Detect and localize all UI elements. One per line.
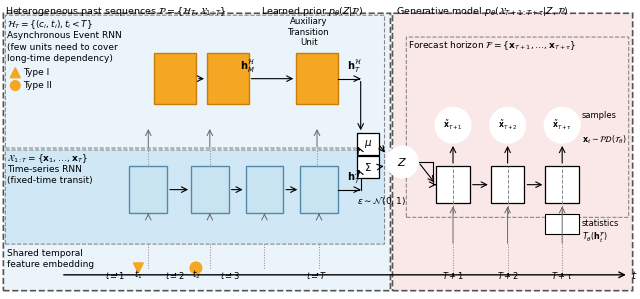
Text: $\mathbf{h}_M^\mathcal{H}$: $\mathbf{h}_M^\mathcal{H}$	[240, 59, 255, 75]
Text: $\mathbf{h}_T^\mathcal{H}$: $\mathbf{h}_T^\mathcal{H}$	[347, 59, 362, 75]
Bar	[436, 166, 470, 204]
Bar	[356, 133, 379, 155]
FancyBboxPatch shape	[3, 13, 390, 291]
Text: $\mathbf{h}_T^\mathcal{X}$: $\mathbf{h}_T^\mathcal{X}$	[347, 169, 361, 186]
Bar	[491, 166, 524, 204]
Text: $T_\theta(\mathbf{h}_t^\mathcal{F})$: $T_\theta(\mathbf{h}_t^\mathcal{F})$	[582, 231, 608, 245]
Text: $\tilde{\mathbf{x}}_{T+\tau}$: $\tilde{\mathbf{x}}_{T+\tau}$	[552, 119, 572, 132]
Text: $t=3$: $t=3$	[220, 270, 240, 281]
Bar	[296, 53, 338, 104]
Bar	[246, 166, 284, 213]
Text: Type I: Type I	[23, 68, 49, 77]
Text: $t_2$: $t_2$	[192, 268, 200, 281]
Bar	[545, 214, 579, 234]
FancyBboxPatch shape	[5, 150, 385, 244]
Text: $t=T$: $t=T$	[307, 270, 328, 281]
Text: $T+1$: $T+1$	[442, 270, 464, 281]
Bar	[129, 166, 167, 213]
Bar	[545, 166, 579, 204]
Text: $Z$: $Z$	[397, 156, 408, 168]
Text: statistics: statistics	[582, 219, 620, 228]
Text: $\mathcal{H}_T = \{(c_i, t_i), t_i < T\}$: $\mathcal{H}_T = \{(c_i, t_i), t_i < T\}…	[7, 18, 93, 31]
Text: $t=1$: $t=1$	[106, 270, 125, 281]
Circle shape	[190, 262, 202, 274]
Text: Type II: Type II	[23, 81, 52, 90]
Text: samples: samples	[582, 111, 617, 120]
Text: $\tilde{\mathbf{x}}_{T+1}$: $\tilde{\mathbf{x}}_{T+1}$	[443, 119, 463, 132]
Bar	[154, 53, 196, 104]
Polygon shape	[10, 68, 20, 78]
Text: $\mathbf{x}_t \sim \mathcal{PD}(\mathcal{T}_\theta)$: $\mathbf{x}_t \sim \mathcal{PD}(\mathcal…	[582, 133, 627, 146]
Text: Auxiliary
Transition
Unit: Auxiliary Transition Unit	[288, 17, 330, 47]
Text: feature embedding: feature embedding	[7, 260, 95, 269]
Text: $\Sigma$: $\Sigma$	[364, 161, 372, 173]
Text: $\epsilon \sim \mathcal{N}(0, 1)$: $\epsilon \sim \mathcal{N}(0, 1)$	[356, 195, 406, 207]
Text: $\mu$: $\mu$	[364, 138, 372, 150]
Text: $t_1$: $t_1$	[134, 268, 143, 281]
Text: $\mathcal{X}_{1:T} = \{\mathbf{x}_1, \ldots, \mathbf{x}_T\}$: $\mathcal{X}_{1:T} = \{\mathbf{x}_1, \ld…	[7, 152, 88, 165]
Bar	[207, 53, 248, 104]
Text: Heterogeneous past sequences $\mathcal{P} = \{\mathcal{H}_T, \mathcal{X}_{1:T}\}: Heterogeneous past sequences $\mathcal{P…	[5, 5, 227, 18]
Circle shape	[435, 107, 471, 143]
Text: $T+\tau$: $T+\tau$	[551, 270, 573, 281]
Text: Generative model $p_\theta(\mathcal{X}_{T+1:T+\tau}|Z, \mathcal{P})$: Generative model $p_\theta(\mathcal{X}_{…	[396, 5, 569, 18]
Text: $\tilde{\mathbf{x}}_{T+2}$: $\tilde{\mathbf{x}}_{T+2}$	[498, 119, 518, 132]
Text: (fixed-time transit): (fixed-time transit)	[7, 176, 93, 185]
Polygon shape	[133, 263, 143, 273]
Circle shape	[387, 146, 419, 178]
FancyBboxPatch shape	[406, 37, 628, 217]
Text: (few units need to cover: (few units need to cover	[7, 43, 118, 52]
Text: long-time dependency): long-time dependency)	[7, 54, 113, 63]
Text: Forecast horizon $\mathcal{F} = \{\mathbf{x}_{T+1}, \ldots, \mathbf{x}_{T+\tau}\: Forecast horizon $\mathcal{F} = \{\mathb…	[408, 39, 577, 52]
Circle shape	[10, 81, 20, 91]
Text: Asynchronous Event RNN: Asynchronous Event RNN	[7, 31, 122, 40]
Text: Shared temporal: Shared temporal	[7, 249, 83, 258]
FancyBboxPatch shape	[5, 15, 385, 148]
Circle shape	[490, 107, 525, 143]
Bar	[191, 166, 228, 213]
Text: $T+2$: $T+2$	[497, 270, 518, 281]
Text: $t$: $t$	[630, 269, 637, 281]
Text: Learned prior $p_\theta(Z|\mathcal{P})$: Learned prior $p_\theta(Z|\mathcal{P})$	[262, 5, 364, 18]
FancyBboxPatch shape	[392, 13, 633, 291]
Bar	[300, 166, 338, 213]
Bar	[356, 156, 379, 178]
Circle shape	[545, 107, 580, 143]
Text: $t=2$: $t=2$	[165, 270, 185, 281]
Text: Time-series RNN: Time-series RNN	[7, 165, 82, 174]
